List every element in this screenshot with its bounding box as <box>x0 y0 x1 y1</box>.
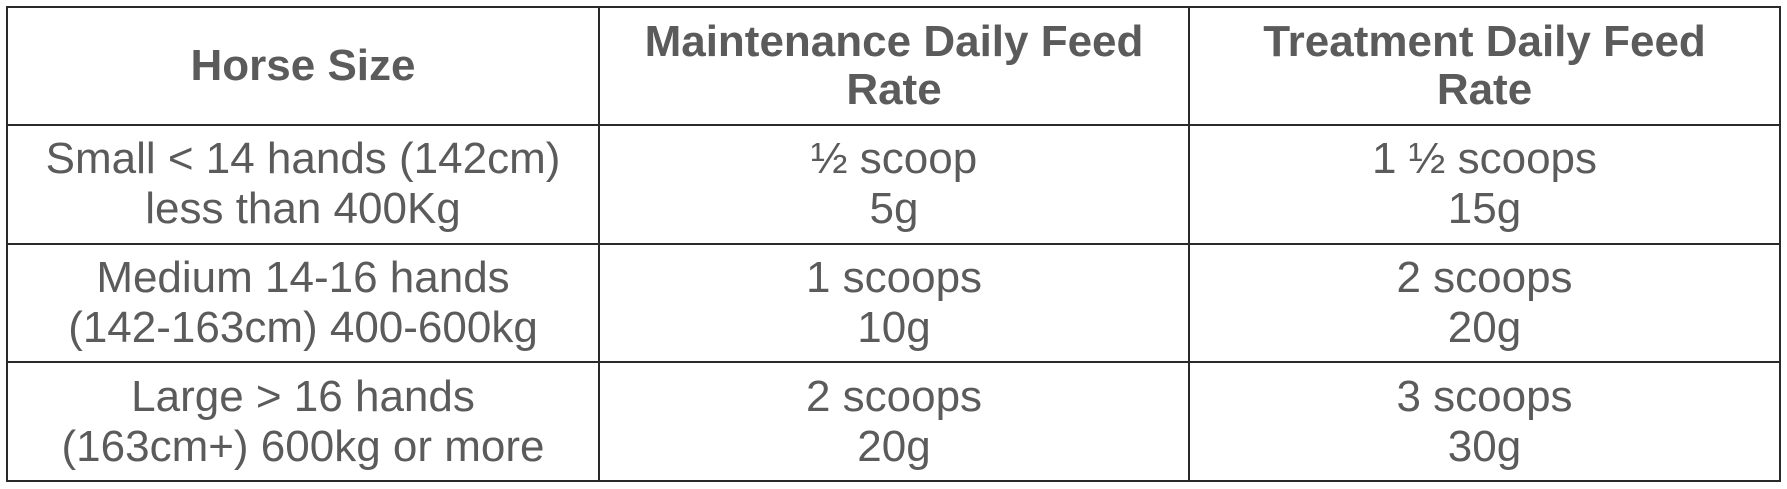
maintenance-scoops: ½ scoop <box>810 134 978 184</box>
cell-maintenance-rate: ½ scoop 5g <box>598 124 1190 245</box>
size-line-2: less than 400Kg <box>145 184 461 234</box>
maintenance-grams: 5g <box>869 184 919 234</box>
size-line-2: (163cm+) 600kg or more <box>61 421 545 471</box>
cell-maintenance-rate: 2 scoops 20g <box>598 361 1190 482</box>
table-body: Small < 14 hands (142cm) less than 400Kg… <box>6 124 1781 482</box>
cell-maintenance-rate: 1 scoops 10g <box>598 242 1190 364</box>
feed-rate-table: Horse Size Maintenance Daily Feed Rate T… <box>6 6 1781 482</box>
header-maintenance-rate: Maintenance Daily Feed Rate <box>598 6 1190 126</box>
header-maintenance-line-1: Maintenance Daily Feed <box>644 17 1144 66</box>
cell-treatment-rate: 2 scoops 20g <box>1188 242 1781 364</box>
header-horse-size: Horse Size <box>6 6 600 126</box>
table-header: Horse Size Maintenance Daily Feed Rate T… <box>6 6 1781 126</box>
header-treatment-line-1: Treatment Daily Feed <box>1263 17 1706 66</box>
treatment-grams: 20g <box>1447 302 1522 352</box>
cell-treatment-rate: 1 ½ scoops 15g <box>1188 124 1781 245</box>
size-line-1: Medium 14-16 hands <box>96 252 510 302</box>
header-row: Horse Size Maintenance Daily Feed Rate T… <box>6 6 1781 126</box>
cell-horse-size: Medium 14-16 hands (142-163cm) 400-600kg <box>6 242 600 364</box>
cell-horse-size: Large > 16 hands (163cm+) 600kg or more <box>6 361 600 482</box>
table-row-medium: Medium 14-16 hands (142-163cm) 400-600kg… <box>6 242 1781 364</box>
maintenance-scoops: 2 scoops <box>805 371 983 421</box>
maintenance-grams: 20g <box>857 421 931 471</box>
treatment-grams: 30g <box>1447 421 1522 471</box>
table-row-large: Large > 16 hands (163cm+) 600kg or more … <box>6 361 1781 482</box>
table-row-small: Small < 14 hands (142cm) less than 400Kg… <box>6 124 1781 245</box>
treatment-grams: 15g <box>1447 184 1522 234</box>
header-maintenance-line-2: Rate <box>846 65 942 114</box>
treatment-scoops: 2 scoops <box>1396 252 1573 302</box>
header-treatment-rate: Treatment Daily Feed Rate <box>1188 6 1781 126</box>
maintenance-scoops: 1 scoops <box>805 252 983 302</box>
cell-treatment-rate: 3 scoops 30g <box>1188 361 1781 482</box>
treatment-scoops: 1 ½ scoops <box>1371 134 1598 184</box>
treatment-scoops: 3 scoops <box>1396 371 1573 421</box>
header-horse-size-text: Horse Size <box>190 41 416 90</box>
size-line-2: (142-163cm) 400-600kg <box>68 302 538 352</box>
header-treatment-line-2: Rate <box>1436 65 1533 114</box>
size-line-1: Large > 16 hands <box>131 371 475 421</box>
cell-horse-size: Small < 14 hands (142cm) less than 400Kg <box>6 124 600 245</box>
size-line-1: Small < 14 hands (142cm) <box>45 134 561 184</box>
maintenance-grams: 10g <box>857 302 931 352</box>
